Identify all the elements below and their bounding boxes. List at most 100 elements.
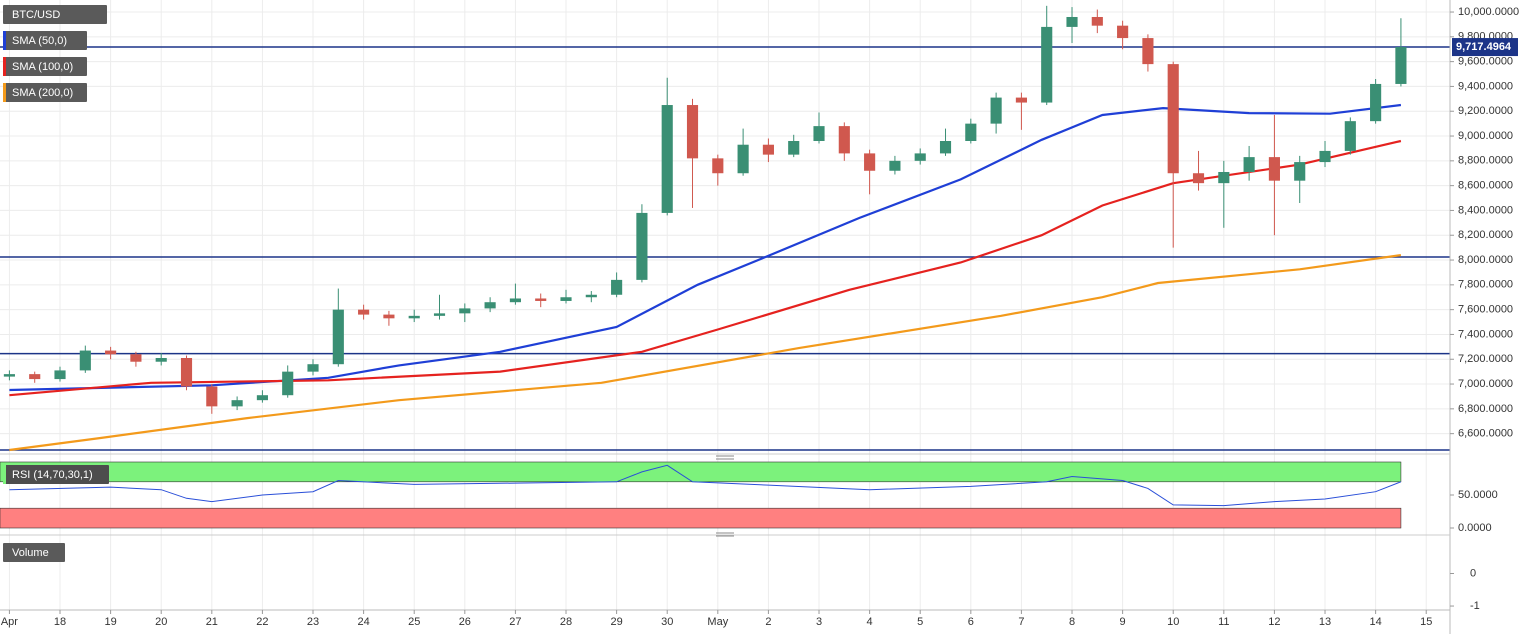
candle-body — [1066, 16, 1078, 27]
candle-body — [433, 313, 446, 316]
overbought-band — [0, 461, 1402, 483]
legend-item[interactable]: RSI (14,70,30,1) — [3, 465, 109, 484]
legend-item[interactable]: BTC/USD — [3, 5, 107, 24]
candle-body — [1268, 157, 1280, 181]
legend-item[interactable]: SMA (200,0) — [3, 83, 87, 102]
y-tick-label: 7,600.0000 — [1458, 304, 1513, 316]
candle-body — [965, 123, 977, 141]
legend-label: SMA (50,0) — [12, 35, 67, 47]
x-tick-label: Apr — [1, 616, 18, 628]
candle-body — [990, 97, 1002, 124]
candle-body — [130, 354, 142, 362]
legend-swatch — [3, 83, 6, 102]
x-tick-label: 14 — [1369, 616, 1381, 628]
x-tick-label: 27 — [509, 616, 521, 628]
candle-body — [1294, 162, 1306, 181]
x-tick-label: 10 — [1167, 616, 1179, 628]
candle-body — [788, 140, 800, 155]
x-tick-label: 30 — [661, 616, 673, 628]
candle-body — [1243, 157, 1255, 172]
candle-body — [509, 298, 521, 303]
candle-body — [282, 371, 294, 396]
y-tick-label: 6,600.0000 — [1458, 428, 1513, 440]
candle-body — [1192, 173, 1205, 184]
candle-body — [206, 386, 218, 407]
candle-body — [1319, 150, 1331, 163]
y-tick-label: 8,800.0000 — [1458, 155, 1513, 167]
candle-body — [408, 315, 420, 319]
y-tick-label: 8,200.0000 — [1458, 229, 1513, 241]
price-label: 9,717.4964 — [1456, 41, 1512, 53]
resize-handle[interactable] — [716, 532, 734, 537]
candle-body — [358, 309, 370, 315]
x-tick-label: 4 — [867, 616, 873, 628]
legend-swatch — [3, 31, 6, 50]
x-tick-label: 18 — [54, 616, 66, 628]
x-tick-label: 29 — [610, 616, 622, 628]
legend-item[interactable]: SMA (50,0) — [3, 31, 87, 50]
candle-body — [813, 126, 825, 141]
candle-body — [585, 294, 597, 298]
candle-body — [459, 308, 471, 314]
candle-body — [155, 358, 167, 362]
x-tick-label: 21 — [206, 616, 218, 628]
candle-body — [762, 144, 774, 155]
x-tick-label: 22 — [256, 616, 268, 628]
x-tick-label: 2 — [765, 616, 771, 628]
legend-label: SMA (100,0) — [12, 61, 73, 73]
x-tick-label: 15 — [1420, 616, 1432, 628]
candle-body — [54, 370, 66, 380]
legend-box — [3, 57, 87, 76]
candle-body — [1142, 38, 1154, 65]
y-tick-label: 8,600.0000 — [1458, 180, 1513, 192]
x-tick-label: 12 — [1268, 616, 1280, 628]
y-tick-label: 8,400.0000 — [1458, 204, 1513, 216]
candle-body — [686, 105, 699, 159]
candle-body — [864, 153, 876, 171]
y-tick-label: 9,600.0000 — [1458, 56, 1513, 68]
y-tick-label: 50.0000 — [1458, 489, 1498, 501]
candle-body — [1041, 26, 1053, 103]
x-tick-label: 9 — [1120, 616, 1126, 628]
candle-body — [661, 105, 673, 213]
sma-line — [9, 254, 1402, 452]
candle-body — [1091, 16, 1103, 26]
resize-handle[interactable] — [716, 455, 734, 460]
legend-item[interactable]: SMA (100,0) — [3, 57, 87, 76]
legend-item[interactable]: Volume — [3, 543, 65, 562]
candle-body — [712, 158, 724, 174]
x-tick-label: May — [707, 616, 728, 628]
candle-body — [307, 364, 319, 372]
x-tick-label: 7 — [1018, 616, 1024, 628]
x-tick-label: 19 — [104, 616, 116, 628]
candle-body — [838, 126, 850, 154]
candle-body — [105, 350, 117, 355]
candle-body — [1015, 97, 1027, 103]
candle-body — [560, 297, 572, 301]
candle-body — [231, 400, 243, 407]
candle-body — [484, 302, 496, 309]
legend-box — [3, 83, 87, 102]
x-tick-label: 11 — [1218, 616, 1229, 628]
y-tick-label: 9,400.0000 — [1458, 80, 1513, 92]
y-tick-label: 9,000.0000 — [1458, 130, 1513, 142]
candle-body — [535, 298, 547, 301]
candle-body — [180, 358, 193, 387]
x-tick-label: 5 — [917, 616, 923, 628]
candle-body — [939, 140, 952, 154]
legend-label: RSI (14,70,30,1) — [12, 469, 93, 481]
y-tick-label: 7,800.0000 — [1458, 279, 1513, 291]
y-tick-label: 7,200.0000 — [1458, 353, 1513, 365]
oversold-band — [0, 507, 1402, 529]
candle-body — [636, 212, 648, 280]
candle-body — [79, 350, 91, 371]
y-tick-label: 7,000.0000 — [1458, 378, 1513, 390]
y-tick-label: 7,400.0000 — [1458, 328, 1513, 340]
candle-body — [1370, 83, 1382, 122]
candle-body — [332, 309, 344, 365]
y-tick-label: 10,000.0000 — [1458, 6, 1519, 18]
candle-body — [889, 160, 901, 171]
legend-label: Volume — [12, 547, 49, 559]
legend-label: BTC/USD — [12, 9, 60, 21]
